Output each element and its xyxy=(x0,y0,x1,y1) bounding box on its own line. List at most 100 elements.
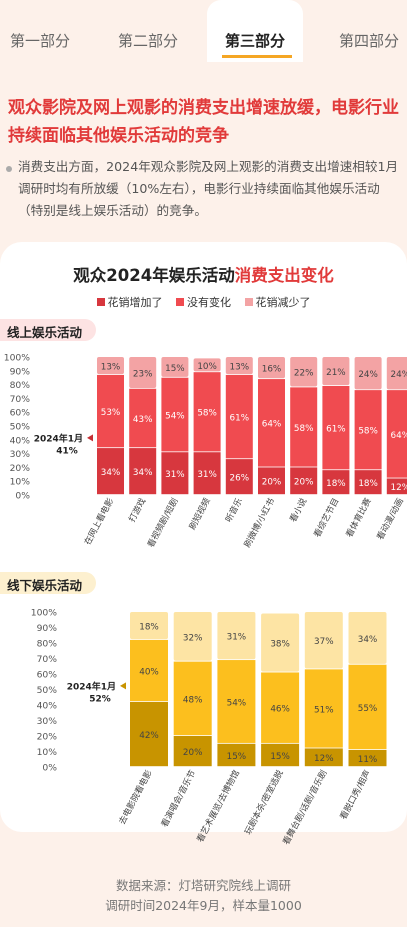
online-category-label: 看小说 xyxy=(287,495,310,524)
offline-data-label: 46% xyxy=(270,705,290,715)
offline-annotation-line-1: 2024年1月 xyxy=(67,680,116,692)
online-bar-segment xyxy=(129,448,157,495)
offline-data-label: 38% xyxy=(270,640,290,650)
online-bar-segment xyxy=(97,374,124,448)
online-category-label: 打游戏 xyxy=(126,495,149,524)
headline: 观众影院及网上观影的消费支出增速放缓，电影行业持续面临其他娱乐活动的竞争 xyxy=(8,98,399,146)
online-bar-segment xyxy=(354,357,382,390)
online-bar-segment xyxy=(258,357,285,379)
offline-bar-segment xyxy=(304,612,343,669)
tab-part-4[interactable]: 第四部分 xyxy=(338,32,399,50)
offline-data-label: 34% xyxy=(358,635,378,645)
online-bar-segment xyxy=(322,385,350,470)
online-bar-segment xyxy=(225,357,253,375)
online-bar-segment xyxy=(161,377,189,452)
offline-y-tick: 30% xyxy=(37,716,58,727)
online-data-label: 23% xyxy=(133,369,153,379)
online-bar-segment xyxy=(193,372,221,452)
source-line-1: 数据来源：灯塔研究院线上调研 xyxy=(115,878,291,893)
offline-bar-segment xyxy=(217,612,256,660)
online-category-label: 看动漫/动画 xyxy=(374,496,406,542)
offline-bar-segment xyxy=(304,669,343,748)
offline-bar-segment xyxy=(173,661,212,736)
online-bar-segment xyxy=(322,357,350,386)
online-bar-segment xyxy=(129,357,157,388)
online-data-label: 18% xyxy=(358,479,378,489)
online-bar-segment xyxy=(97,448,124,495)
online-y-tick: 100% xyxy=(4,353,31,364)
legend-swatch-increase xyxy=(96,298,105,306)
online-data-label: 64% xyxy=(262,420,282,430)
chart-title-highlight: 消费支出变化 xyxy=(234,266,334,285)
offline-category-label: 去电影院看电影 xyxy=(116,767,155,826)
online-data-label: 34% xyxy=(133,468,153,478)
offline-bar-segment xyxy=(261,672,300,743)
offline-annotation-arrow-icon xyxy=(120,682,126,690)
online-annotation-line-1: 2024年1月 xyxy=(34,432,83,444)
legend-item-unchanged: 没有变化 xyxy=(176,294,231,310)
legend-swatch-unchanged xyxy=(176,298,184,306)
online-bar-segment xyxy=(290,357,318,387)
offline-data-label: 32% xyxy=(183,633,203,643)
offline-category-label: 看脱口秀/相声 xyxy=(337,768,373,822)
online-bar-segment xyxy=(290,387,318,467)
online-data-label: 24% xyxy=(358,370,378,380)
section-tabs: 第一部分 第二部分 第三部分 第四部分 xyxy=(0,0,407,62)
online-bar-segment xyxy=(161,452,189,495)
offline-bar-segment xyxy=(130,701,168,767)
online-data-label: 58% xyxy=(197,409,217,419)
offline-y-tick: 40% xyxy=(37,701,58,712)
online-data-label: 31% xyxy=(197,470,217,480)
online-data-label: 24% xyxy=(391,370,407,380)
offline-y-tick: 10% xyxy=(37,747,58,758)
bullet-text: 消费支出方面，2024年观众影院及网上观影的消费支出增速相较1月调研时均有所放缓… xyxy=(18,159,399,218)
offline-y-tick: 100% xyxy=(31,608,58,619)
bullet-dot-icon xyxy=(6,166,12,172)
offline-data-label: 18% xyxy=(139,622,159,632)
online-data-label: 16% xyxy=(262,365,282,375)
offline-data-label: 48% xyxy=(183,695,203,705)
online-y-tick: 0% xyxy=(15,491,30,502)
online-bar-segment xyxy=(258,379,285,467)
offline-y-tick: 60% xyxy=(37,670,58,681)
tab-part-1[interactable]: 第一部分 xyxy=(9,32,70,50)
legend-item-decrease: 花销减少了 xyxy=(244,294,311,310)
online-data-label: 22% xyxy=(294,369,314,379)
offline-y-tick: 0% xyxy=(42,763,57,774)
offline-section-label: 线下娱乐活动 xyxy=(0,572,97,594)
online-y-tick: 90% xyxy=(10,366,31,377)
chart-title: 观众2024年娱乐活动消费支出变化 xyxy=(0,262,407,286)
offline-data-label: 15% xyxy=(227,752,247,762)
online-data-label: 21% xyxy=(326,368,346,378)
online-bar-segment xyxy=(225,374,253,459)
offline-bar-segment xyxy=(348,664,387,750)
online-y-tick: 40% xyxy=(10,435,31,446)
online-bar-segment xyxy=(386,357,407,390)
offline-data-label: 55% xyxy=(358,704,378,714)
active-tab-underline xyxy=(222,55,292,58)
offline-bar-segment xyxy=(130,612,168,640)
online-bar-segment xyxy=(225,459,253,495)
online-annotation-line-2: 41% xyxy=(56,446,78,456)
tab-part-2[interactable]: 第二部分 xyxy=(117,32,178,50)
tab-part-3[interactable]: 第三部分 xyxy=(224,32,285,50)
online-category-label: 刷微博/小红书 xyxy=(241,495,277,549)
offline-data-label: 11% xyxy=(358,755,378,765)
online-data-label: 31% xyxy=(165,470,185,480)
online-data-label: 53% xyxy=(101,408,121,418)
offline-category-label: 看舞台剧/话剧/音乐剧 xyxy=(280,768,330,847)
offline-bar-segment xyxy=(348,612,387,664)
legend: 花销增加了 没有变化 花销减少了 xyxy=(0,294,407,310)
offline-category-label: 看演唱会/音乐节 xyxy=(158,767,198,829)
online-y-tick: 10% xyxy=(10,477,31,488)
online-data-label: 12% xyxy=(391,483,407,493)
chart-title-main: 观众2024年娱乐活动 xyxy=(73,266,235,285)
offline-bar-segment xyxy=(173,736,212,767)
online-bar-segment xyxy=(386,390,407,478)
online-section-label: 线上娱乐活动 xyxy=(0,319,97,341)
source-line-2: 调研时间2024年9月，样本量1000 xyxy=(105,898,302,913)
online-category-label: 刷短视频 xyxy=(186,495,213,531)
offline-bar-segment xyxy=(304,748,343,767)
offline-data-label: 31% xyxy=(227,633,247,643)
